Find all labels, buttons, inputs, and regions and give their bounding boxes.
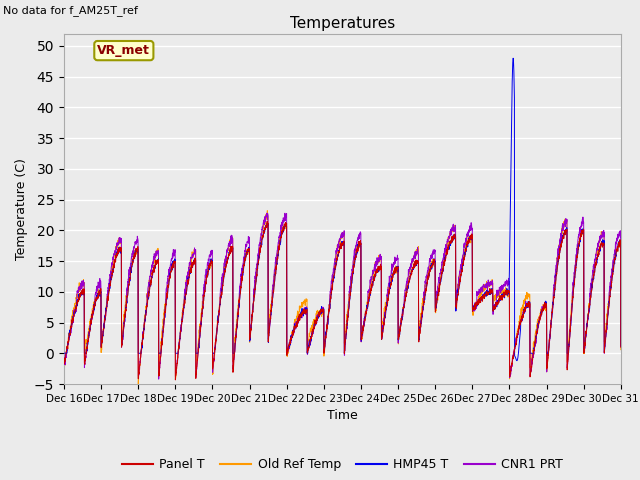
Y-axis label: Temperature (C): Temperature (C) [15,158,28,260]
Legend: Panel T, Old Ref Temp, HMP45 T, CNR1 PRT: Panel T, Old Ref Temp, HMP45 T, CNR1 PRT [117,453,568,476]
X-axis label: Time: Time [327,409,358,422]
Title: Temperatures: Temperatures [290,16,395,31]
Text: VR_met: VR_met [97,44,150,57]
Text: No data for f_AM25T_ref: No data for f_AM25T_ref [3,5,138,16]
